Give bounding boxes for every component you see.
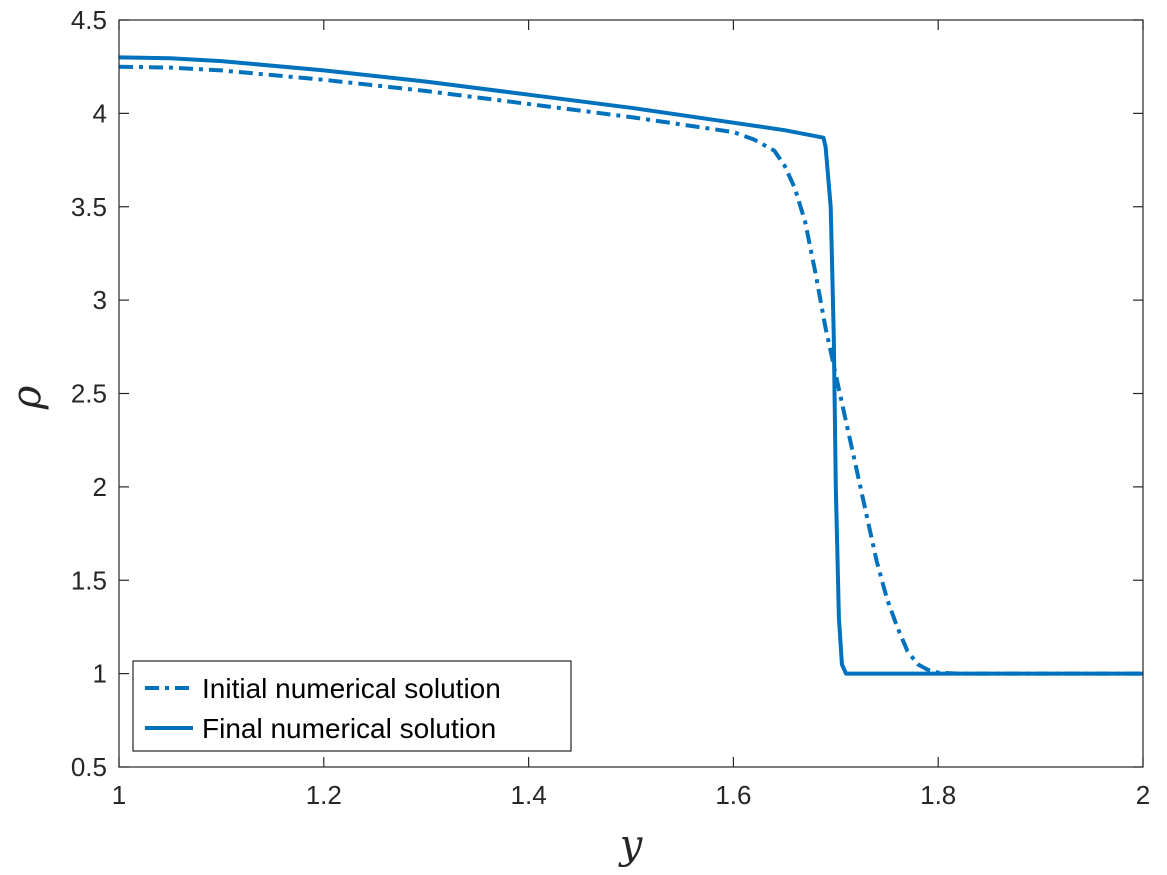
legend-label-initial: Initial numerical solution [202,673,501,704]
series-layer [118,55,1143,676]
tick-labels: 1 1.2 1.4 1.6 1.8 20.511.522.533.544.5 [71,5,1150,810]
plot-frame [118,19,1144,768]
x-tick-label: 2 [1136,780,1150,810]
axis-ticks [118,19,1144,768]
legend-box [132,660,572,752]
y-tick-label: 2 [93,472,107,502]
y-tick-label: 1 [93,659,107,689]
x-tick-label: 1.2 [306,780,342,810]
y-tick-label: 0.5 [71,752,107,782]
y-tick-label: 4.5 [71,5,107,35]
legend: Initial numerical solution Final numeric… [132,660,572,752]
x-tick-label: 1.6 [715,780,751,810]
x-axis-label: y [618,822,644,868]
y-tick-label: 3 [93,285,107,315]
x-tick-label: 1 [112,780,126,810]
y-tick-label: 2.5 [71,379,107,409]
y-axis-label: ρ [4,385,50,410]
x-tick-label: 1.4 [511,780,547,810]
y-tick-label: 3.5 [71,192,107,222]
series-line-final [118,55,1143,676]
y-tick-label: 4 [93,98,107,128]
series-line-initial [118,64,1143,676]
legend-label-final: Final numerical solution [202,713,496,744]
x-tick-label: 1.8 [920,780,956,810]
y-tick-label: 1.5 [71,565,107,595]
